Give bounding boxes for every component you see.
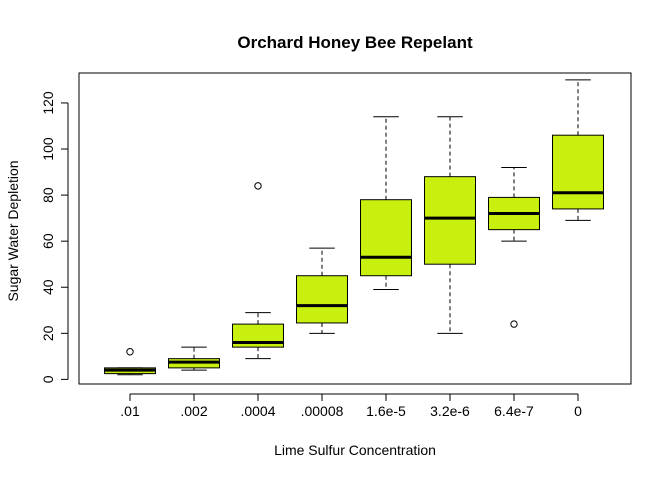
x-tick-label: .00008: [301, 403, 344, 419]
box-7: [488, 166, 540, 328]
x-axis: .01 .002 .0004 .00008 1.6e-5 3.2e-6 6.4e-7 0: [120, 393, 582, 419]
x-tick-label: 1.6e-5: [366, 403, 406, 419]
y-axis-label: Sugar Water Depletion: [5, 160, 21, 301]
boxes-group: [104, 79, 604, 376]
y-tick-label: 80: [40, 187, 56, 203]
y-tick-label: 60: [40, 233, 56, 249]
outlier-point: [510, 320, 518, 328]
plot-frame: [78, 72, 632, 385]
box-4: [296, 247, 348, 334]
x-tick-label: 3.2e-6: [430, 403, 470, 419]
box-6: [424, 116, 476, 334]
x-tick-label: 6.4e-7: [494, 403, 534, 419]
box-8: [552, 79, 604, 221]
outlier-point: [254, 182, 262, 190]
outlier-point: [126, 348, 134, 356]
x-tick-label: .01: [120, 403, 140, 419]
y-tick-label: 120: [40, 91, 56, 115]
x-tick-label: 0: [574, 403, 582, 419]
x-axis-label: Lime Sulfur Concentration: [274, 442, 436, 458]
box-3: [232, 182, 284, 360]
y-tick-label: 100: [40, 137, 56, 161]
y-tick-label: 20: [40, 325, 56, 341]
box-1: [104, 348, 156, 376]
y-tick-label: 0: [40, 375, 56, 383]
iqr-box: [360, 199, 412, 277]
iqr-box: [552, 134, 604, 210]
iqr-box: [296, 275, 348, 324]
box-5: [360, 116, 412, 291]
iqr-box: [424, 176, 476, 265]
y-tick-label: 40: [40, 279, 56, 295]
y-axis: 0 20 40 60 80 100 120: [40, 91, 69, 383]
box-2: [168, 346, 220, 371]
x-tick-label: .002: [180, 403, 207, 419]
x-tick-label: .0004: [240, 403, 275, 419]
chart-title: Orchard Honey Bee Repelant: [237, 33, 473, 52]
